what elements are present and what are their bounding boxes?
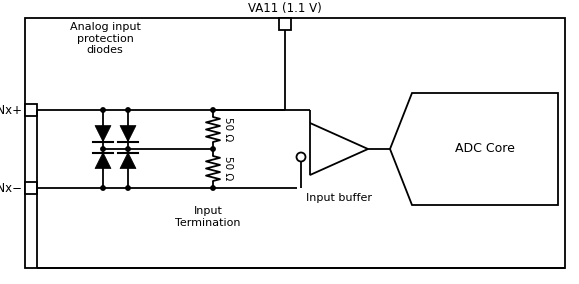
Circle shape [211, 147, 215, 151]
Polygon shape [390, 93, 558, 205]
Polygon shape [310, 123, 368, 175]
Bar [25, 18, 565, 268]
Circle shape [296, 153, 306, 162]
Text: 50 Ω: 50 Ω [223, 117, 233, 142]
Bar [25, 182, 37, 194]
Circle shape [101, 147, 105, 151]
Circle shape [126, 108, 130, 112]
Polygon shape [95, 153, 111, 168]
Text: Analog input
protection
diodes: Analog input protection diodes [69, 22, 141, 55]
Bar [25, 104, 37, 116]
Circle shape [126, 147, 130, 151]
Bar [279, 18, 291, 30]
Polygon shape [120, 153, 136, 168]
Text: VA11 (1.1 V): VA11 (1.1 V) [248, 2, 322, 15]
Circle shape [211, 108, 215, 112]
Text: 50 Ω: 50 Ω [223, 156, 233, 181]
Circle shape [101, 186, 105, 190]
Text: INx+: INx+ [0, 103, 23, 116]
Text: Input
Termination: Input Termination [175, 206, 241, 227]
Polygon shape [95, 126, 111, 141]
Text: Input buffer: Input buffer [306, 193, 372, 203]
Text: ADC Core: ADC Core [455, 143, 515, 156]
Text: INx−: INx− [0, 181, 23, 195]
Polygon shape [120, 126, 136, 141]
Circle shape [126, 186, 130, 190]
Circle shape [101, 108, 105, 112]
Circle shape [211, 186, 215, 190]
